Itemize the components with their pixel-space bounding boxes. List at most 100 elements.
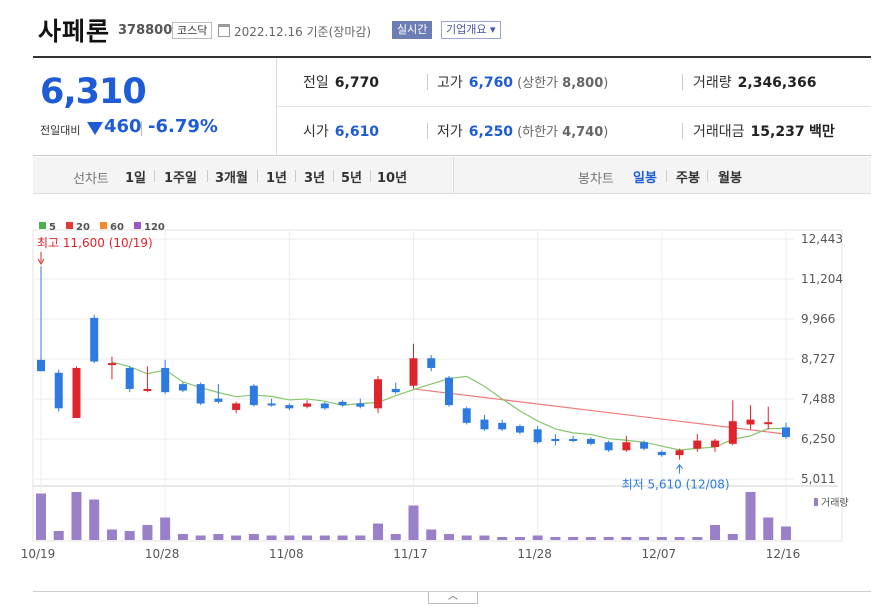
volume-bar[interactable]	[674, 537, 685, 540]
volume-bar[interactable]	[106, 529, 117, 541]
volume-bar[interactable]	[71, 492, 82, 540]
volume-bar[interactable]	[177, 534, 188, 540]
volume-bar[interactable]	[568, 537, 579, 540]
volume-bar[interactable]	[408, 505, 419, 541]
volume-bar[interactable]	[550, 537, 561, 540]
volume-bar[interactable]	[656, 537, 667, 540]
candle-body[interactable]	[125, 367, 134, 389]
candle-body[interactable]	[675, 450, 684, 456]
candle-body[interactable]	[746, 419, 755, 425]
volume-bar[interactable]	[284, 535, 295, 541]
volume-bar[interactable]	[390, 534, 401, 540]
period-10y[interactable]: 10년	[377, 171, 408, 186]
volume-bar[interactable]	[443, 534, 454, 540]
volume-bar[interactable]	[532, 535, 543, 541]
candle-body[interactable]	[107, 363, 116, 366]
volume-bar[interactable]	[231, 535, 242, 541]
volume-bar[interactable]	[514, 537, 525, 540]
candle-body[interactable]	[285, 405, 294, 409]
volume-bar[interactable]	[266, 535, 277, 541]
candle-body[interactable]	[622, 442, 631, 451]
volume-bar[interactable]	[639, 537, 650, 540]
candlestick-chart[interactable]: 12,443 11,204 9,966 8,727 7,488 6,250 5,011 10/…	[0, 200, 882, 592]
candle-body[interactable]	[480, 419, 489, 430]
candle-body[interactable]	[427, 358, 436, 368]
volume-bar[interactable]	[373, 523, 384, 541]
volume-bar[interactable]	[479, 535, 490, 541]
candle-body[interactable]	[551, 438, 560, 441]
candle-body[interactable]	[391, 388, 400, 393]
candle-body[interactable]	[728, 421, 737, 444]
candle-daily[interactable]: 일봉	[633, 171, 657, 186]
candle-body[interactable]	[178, 384, 187, 391]
candle-body[interactable]	[90, 317, 99, 362]
volume-bar[interactable]	[160, 517, 171, 541]
volume-bar[interactable]	[53, 531, 64, 540]
volume-bar[interactable]	[142, 525, 153, 540]
volume-bar[interactable]	[302, 535, 313, 541]
candle-body[interactable]	[782, 427, 790, 438]
candle-body[interactable]	[498, 422, 507, 430]
candle-weekly[interactable]: 주봉	[676, 171, 700, 186]
candle-body[interactable]	[462, 408, 471, 423]
candle-body[interactable]	[444, 377, 453, 406]
volume-bar[interactable]	[248, 534, 259, 540]
candle-body[interactable]	[161, 367, 170, 393]
candle-body[interactable]	[303, 403, 312, 407]
volume-bar[interactable]	[461, 535, 472, 541]
volume-bar[interactable]	[124, 531, 135, 540]
candle-body[interactable]	[232, 403, 241, 410]
volume-bar[interactable]	[710, 525, 721, 540]
period-1d[interactable]: 1일	[125, 171, 147, 186]
candle-body[interactable]	[764, 422, 773, 425]
candle-body[interactable]	[515, 426, 524, 433]
volume-bar[interactable]	[603, 537, 614, 540]
volume-bar[interactable]	[319, 535, 330, 541]
candle-monthly[interactable]: 월봉	[718, 171, 742, 186]
period-3y[interactable]: 3년	[304, 171, 326, 186]
volume-bar[interactable]	[781, 526, 791, 541]
volume-bar[interactable]	[621, 537, 632, 540]
candle-body[interactable]	[640, 442, 649, 449]
volume-bar[interactable]	[692, 537, 703, 540]
candle-body[interactable]	[657, 451, 666, 456]
candle-body[interactable]	[338, 401, 347, 406]
volume-bar[interactable]	[763, 517, 774, 541]
candle-body[interactable]	[409, 358, 418, 386]
volume-bar[interactable]	[727, 534, 738, 540]
candle-body[interactable]	[267, 403, 276, 406]
candle-body[interactable]	[214, 398, 223, 402]
candle-body[interactable]	[320, 403, 329, 409]
candle-body[interactable]	[693, 440, 702, 449]
collapse-chart-handle[interactable]: ︿	[428, 592, 478, 604]
realtime-button[interactable]: 실시간	[392, 21, 433, 39]
period-1w[interactable]: 1주일	[164, 171, 197, 186]
period-3m[interactable]: 3개월	[215, 171, 248, 186]
candle-body[interactable]	[72, 367, 81, 418]
volume-bar[interactable]	[497, 537, 508, 540]
volume-bar[interactable]	[426, 529, 437, 541]
volume-bar[interactable]	[745, 492, 756, 540]
candle-body[interactable]	[374, 379, 383, 409]
period-5y[interactable]: 5년	[341, 171, 363, 186]
candle-body[interactable]	[569, 438, 578, 441]
corp-overview-dropdown[interactable]: 기업개요 ▾	[441, 21, 501, 39]
candle-body[interactable]	[533, 429, 542, 443]
period-1y[interactable]: 1년	[266, 171, 288, 186]
volume-bar[interactable]	[36, 493, 46, 541]
candle-body[interactable]	[356, 403, 365, 407]
candle-body[interactable]	[143, 388, 152, 391]
volume-bar[interactable]	[89, 499, 100, 541]
volume-bar[interactable]	[337, 535, 348, 541]
candle-body[interactable]	[196, 384, 205, 404]
volume-bar[interactable]	[195, 535, 206, 541]
volume-bar[interactable]	[585, 537, 596, 540]
volume-bar[interactable]	[355, 535, 366, 541]
candle-body[interactable]	[54, 372, 63, 409]
candle-body[interactable]	[249, 385, 258, 406]
candle-body[interactable]	[37, 359, 45, 372]
candle-body[interactable]	[604, 442, 613, 451]
candle-body[interactable]	[586, 438, 595, 444]
candle-body[interactable]	[711, 440, 720, 448]
volume-bar[interactable]	[213, 534, 224, 540]
